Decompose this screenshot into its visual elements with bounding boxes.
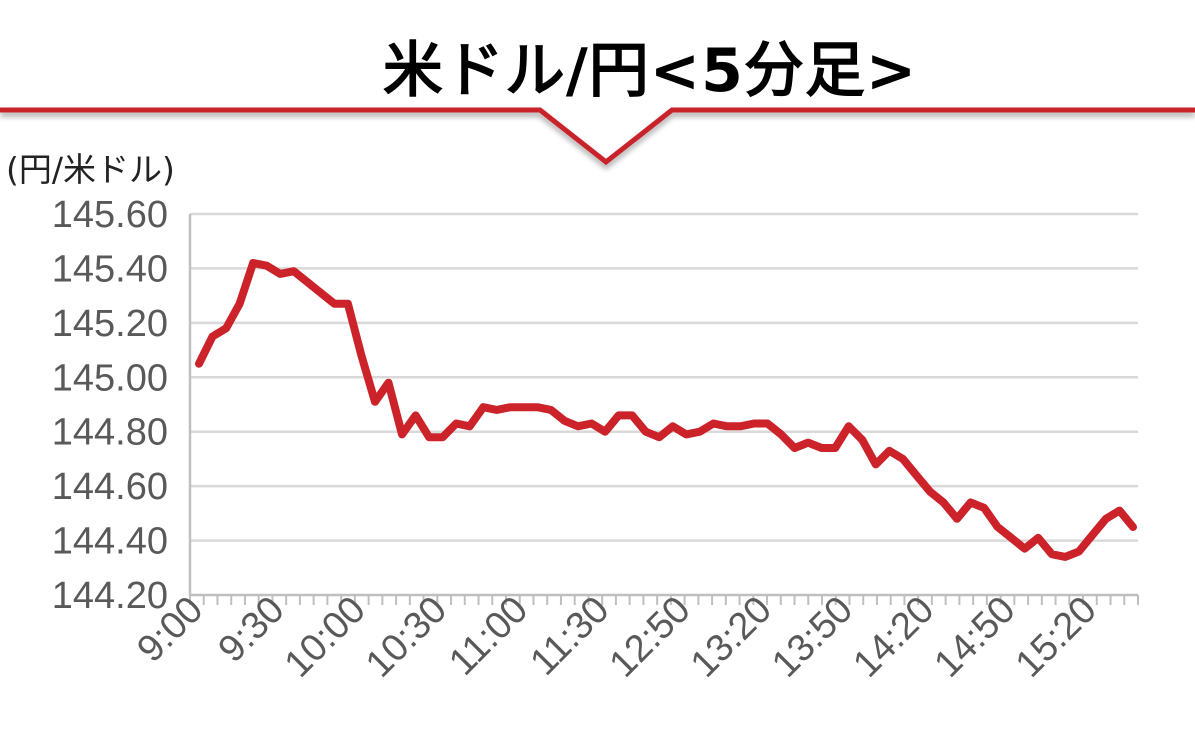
series-layer — [195, 259, 1137, 561]
x-tick-label: 10:30 — [358, 589, 455, 686]
x-tick-label: 14:20 — [845, 589, 942, 686]
y-tick-label: 144.80 — [52, 412, 168, 454]
gridlines — [190, 212, 1138, 542]
axes — [188, 214, 1139, 605]
y-tick-label: 145.00 — [52, 357, 168, 399]
y-tick-label: 145.20 — [52, 303, 168, 345]
y-tick-label: 144.20 — [52, 575, 168, 617]
title-underline-chevron — [0, 107, 1195, 166]
x-tick-label: 11:30 — [522, 589, 617, 684]
chart-title: 米ドル/円<5分足> — [382, 36, 918, 106]
y-axis-unit-label: (円/米ドル) — [6, 150, 175, 189]
x-tick-label: 13:50 — [764, 589, 861, 686]
series-line-usdjpy — [195, 259, 1137, 561]
y-tick-labels: 145.60 145.40 145.20 145.00 144.80 144.60 144.… — [52, 194, 168, 617]
y-tick-label: 145.60 — [52, 194, 168, 236]
y-tick-label: 144.40 — [52, 521, 168, 563]
x-tick-label: 10:00 — [277, 589, 374, 686]
y-tick-label: 145.40 — [52, 248, 168, 290]
x-tick-label: 14:50 — [927, 589, 1024, 686]
y-tick-label: 144.60 — [52, 466, 168, 508]
x-tick-label: 11:00 — [441, 589, 536, 684]
